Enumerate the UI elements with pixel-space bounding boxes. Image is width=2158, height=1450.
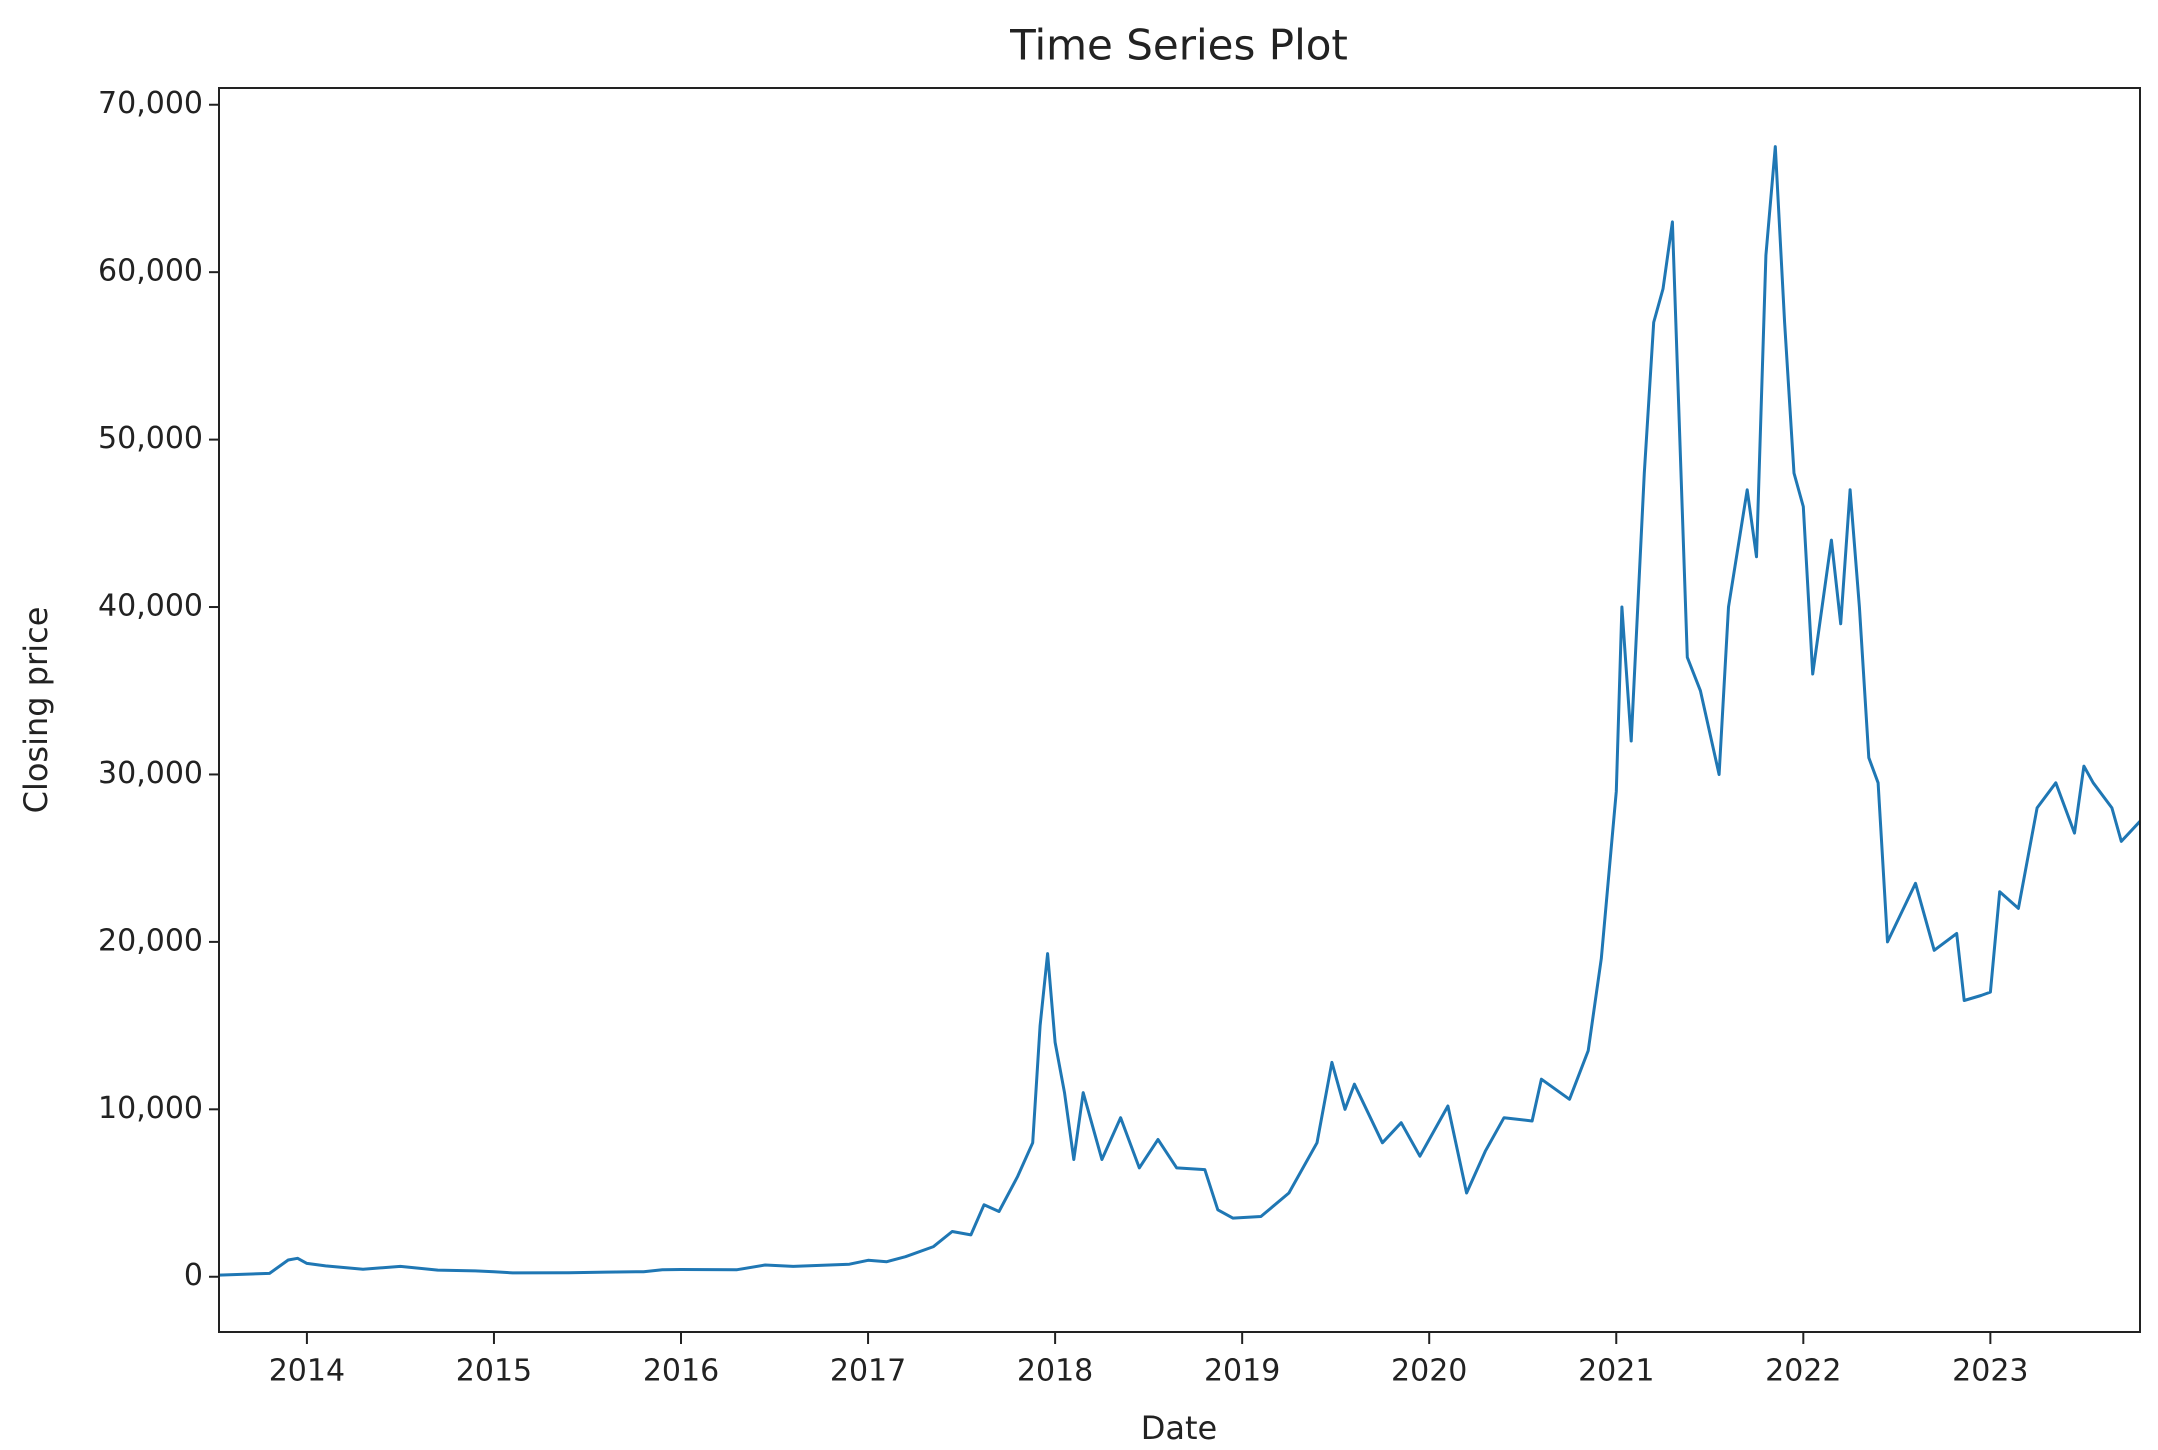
x-tick-label: 2020 [1391, 1354, 1467, 1389]
y-tick-label: 50,000 [98, 421, 203, 456]
x-tick-label: 2017 [830, 1354, 906, 1389]
x-tick-label: 2015 [456, 1354, 532, 1389]
line-series [218, 145, 2142, 1277]
x-tick-label: 2023 [1952, 1354, 2028, 1389]
y-tick-label: 0 [184, 1258, 203, 1293]
y-tick-label: 70,000 [98, 86, 203, 121]
y-axis-label: Closing price [17, 607, 55, 814]
y-tick-label: 60,000 [98, 254, 203, 289]
x-tick-label: 2021 [1578, 1354, 1654, 1389]
x-tick-label: 2014 [269, 1354, 345, 1389]
y-tick-label: 40,000 [98, 589, 203, 624]
y-tick-label: 30,000 [98, 756, 203, 791]
x-tick-label: 2019 [1204, 1354, 1280, 1389]
y-tick-label: 20,000 [98, 923, 203, 958]
x-tick-label: 2016 [643, 1354, 719, 1389]
y-tick-label: 10,000 [98, 1091, 203, 1126]
x-tick-label: 2022 [1765, 1354, 1841, 1389]
x-tick-label: 2018 [1017, 1354, 1093, 1389]
plot-frame [218, 87, 2141, 1333]
chart-title: Time Series Plot [1009, 21, 1348, 70]
x-axis-label: Date [1141, 1409, 1217, 1447]
